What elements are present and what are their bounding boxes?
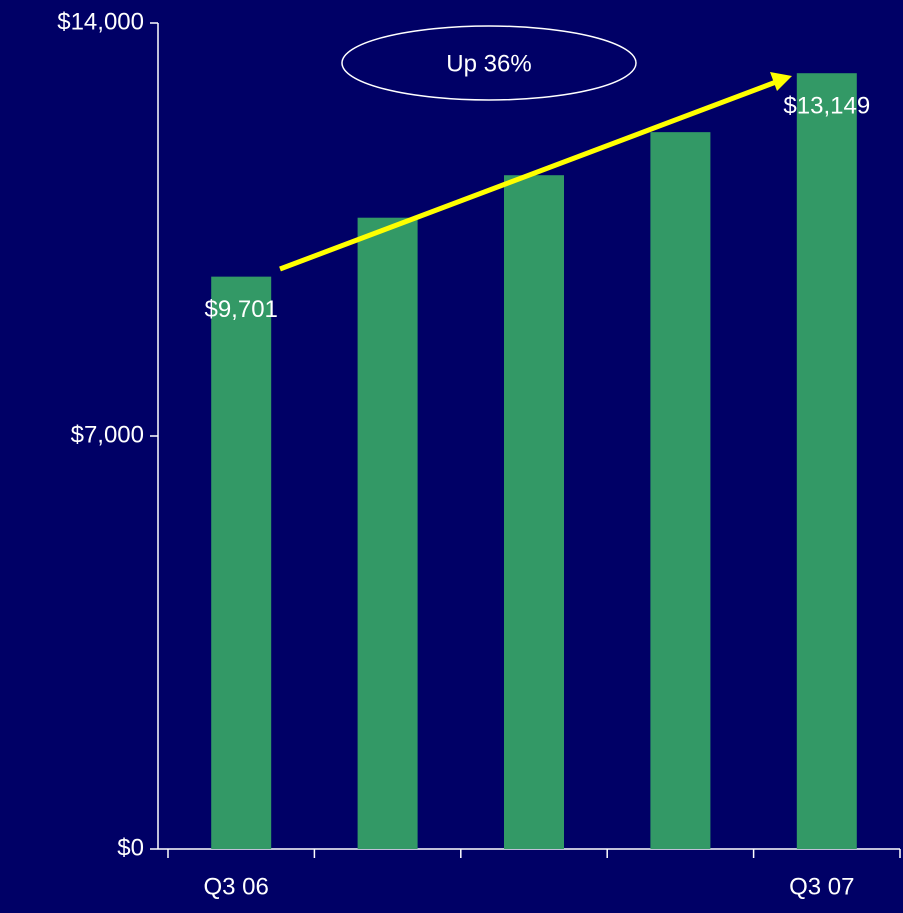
x-tick-label: Q3 07 <box>789 873 854 900</box>
trend-arrow <box>279 79 777 272</box>
annotation: Up 36% <box>446 50 531 77</box>
bar <box>211 276 272 849</box>
value-label: $13,149 <box>783 93 870 120</box>
bar <box>650 132 711 849</box>
y-tick-label: $14,000 <box>57 8 144 35</box>
y-tick-label: $0 <box>117 834 144 861</box>
annotation-ellipse <box>341 25 637 101</box>
x-tick-label: Q3 06 <box>204 873 269 900</box>
y-tick-label: $7,000 <box>71 421 144 448</box>
bar <box>357 217 418 849</box>
bars <box>211 73 857 850</box>
bar <box>796 73 857 850</box>
arrow-head <box>770 72 792 91</box>
bar <box>504 175 564 850</box>
value-label: $9,701 <box>204 296 277 323</box>
